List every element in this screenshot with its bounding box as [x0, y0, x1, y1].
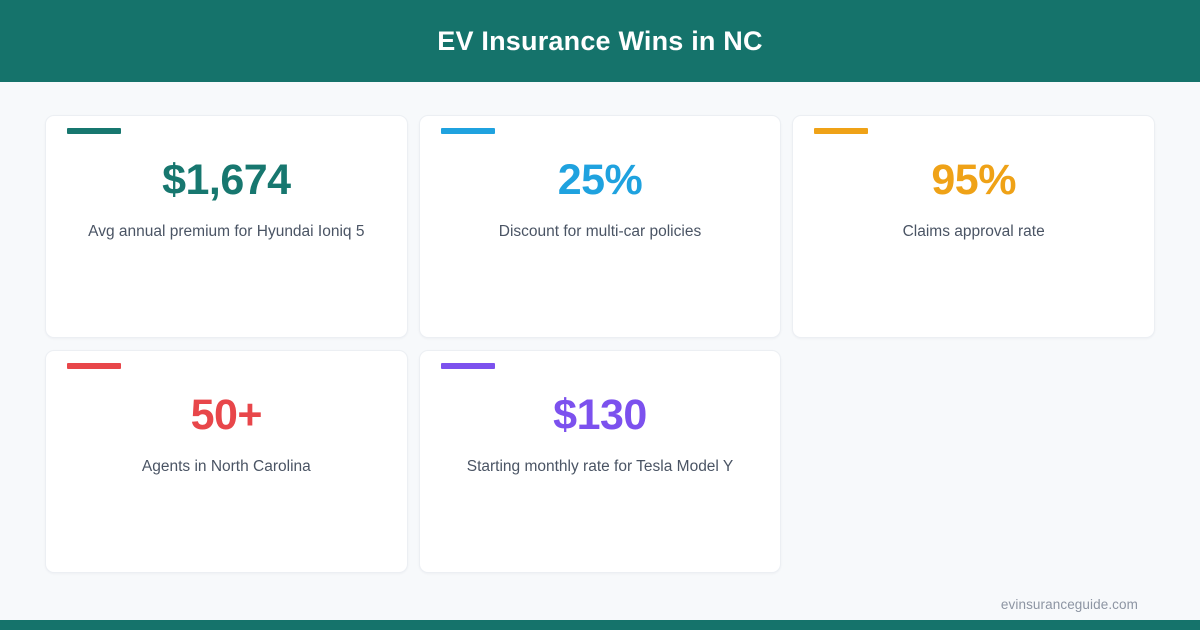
stat-card-5: $130 Starting monthly rate for Tesla Mod… [418, 350, 782, 573]
stat-value-3: 95% [931, 156, 1016, 204]
accent-bar-3 [814, 128, 869, 134]
stat-card-3: 95% Claims approval rate [792, 115, 1155, 338]
accent-bar-4 [67, 363, 121, 369]
stat-value-2: 25% [557, 156, 643, 204]
footer: evinsuranceguide.com [0, 583, 1200, 630]
stat-label-5: Starting monthly rate for Tesla Model Y [466, 458, 734, 475]
stat-label-1: Avg annual premium for Hyundai Ioniq 5 [88, 223, 365, 240]
site-watermark: evinsuranceguide.com [1000, 597, 1138, 612]
accent-bar-1 [67, 128, 121, 134]
accent-bar-5 [440, 363, 495, 369]
stat-card-1: $1,674 Avg annual premium for Hyundai Io… [45, 115, 408, 338]
accent-bar-2 [440, 128, 495, 134]
stat-card-2: 25% Discount for multi-car policies [418, 115, 782, 338]
stat-label-2: Discount for multi-car policies [498, 223, 702, 240]
stat-card-grid: $1,674 Avg annual premium for Hyundai Io… [45, 115, 1155, 573]
stat-card-placeholder [792, 350, 1155, 573]
bottom-accent-bar [0, 620, 1200, 630]
header-banner: EV Insurance Wins in NC [0, 0, 1200, 82]
stat-value-1: $1,674 [162, 156, 291, 204]
stat-value-5: $130 [553, 391, 647, 439]
stat-card-4: 50+ Agents in North Carolina [45, 350, 408, 573]
stat-label-4: Agents in North Carolina [141, 458, 311, 475]
stat-label-3: Claims approval rate [902, 223, 1045, 240]
page-title: EV Insurance Wins in NC [437, 25, 763, 56]
stat-value-4: 50+ [190, 391, 263, 439]
stats-section: $1,674 Avg annual premium for Hyundai Io… [0, 82, 1200, 583]
